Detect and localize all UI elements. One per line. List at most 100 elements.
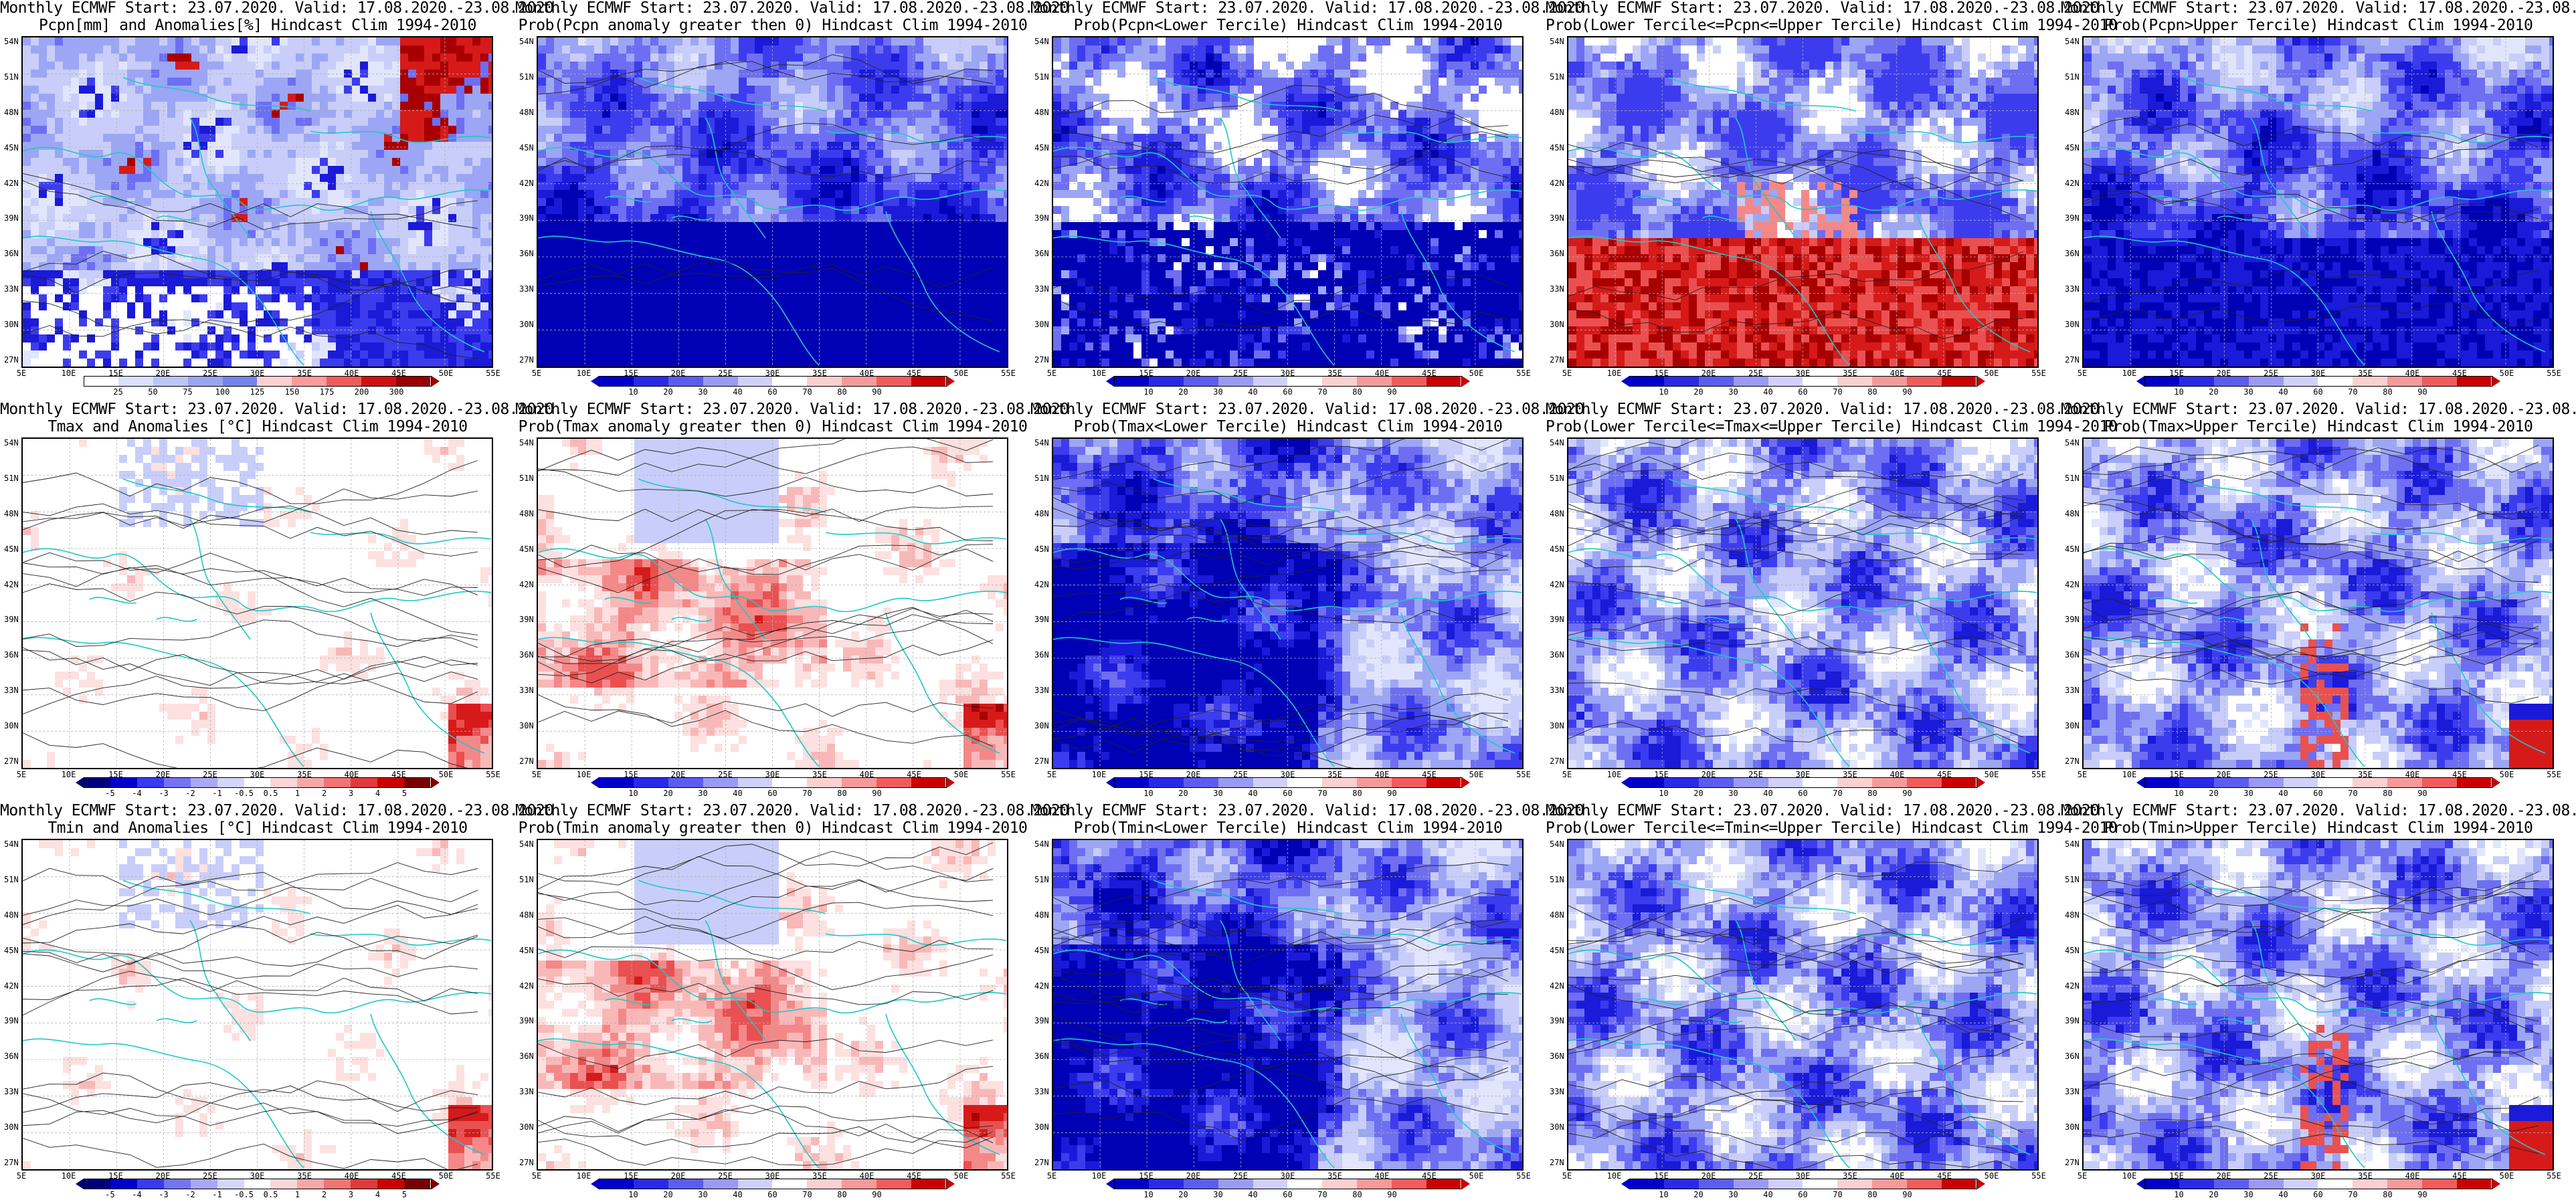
lat-tick-label: 39N: [1034, 213, 1049, 223]
colorbar-arrow-right: [431, 1179, 440, 1189]
colorbar-tick-label: 175: [320, 387, 335, 397]
lat-tick-label: 51N: [1550, 875, 1564, 884]
colorbar-tick-label: -3: [159, 1190, 168, 1199]
lat-tick-label: 33N: [4, 686, 19, 695]
colorbar-swatch: [84, 1179, 111, 1189]
colorbar-arrow-right: [1976, 376, 1985, 387]
lat-tick-label: 54N: [1034, 438, 1049, 447]
colorbar-tick-label: 40: [1248, 789, 1257, 798]
lon-tick-label: 55E: [2031, 1171, 2046, 1181]
panel-title-line1: Monthly ECMWF Start: 23.07.2020. Valid: …: [1030, 0, 1593, 17]
colorbar-swatch: [244, 778, 271, 787]
colorbar-tick-label: 40: [1763, 387, 1772, 397]
colorbar-swatch: [110, 1179, 138, 1189]
lat-tick-label: 27N: [4, 355, 19, 365]
colorbar-arrow-left: [1105, 777, 1114, 788]
colorbar-tick-label: 40: [2278, 1190, 2288, 1199]
colorbar-tick-label: 60: [1283, 1190, 1292, 1199]
colorbar-tick-label: 90: [1387, 387, 1396, 397]
colorbar-swatch: [217, 1179, 244, 1189]
panel-title-line1: Monthly ECMWF Start: 23.07.2020. Valid: …: [1546, 401, 2108, 418]
lon-tick-label: 25E: [1748, 1171, 1763, 1181]
lon-tick-label: 15E: [624, 770, 638, 779]
colorbar-swatch: [911, 377, 946, 386]
colorbar-tick-label: 30: [1213, 789, 1222, 798]
colorbar-swatch: [876, 778, 911, 787]
colorbar-tick-label: 70: [1317, 387, 1327, 397]
lon-tick-label: 10E: [1607, 1171, 1622, 1181]
colorbar-swatch: [1768, 778, 1803, 787]
colorbar-tick-label: 90: [872, 1190, 881, 1199]
colorbar-swatch: [2318, 377, 2353, 386]
colorbar-swatch: [297, 1179, 325, 1189]
lon-tick-label: 5E: [1047, 1171, 1056, 1181]
lon-tick-label: 25E: [203, 770, 217, 779]
lat-tick-label: 27N: [1550, 1158, 1564, 1167]
colorbar-arrow-right: [946, 376, 955, 387]
colorbar-swatch: [876, 1179, 911, 1189]
colorbar-swatch: [2179, 377, 2215, 386]
colorbar-tick-label: 80: [837, 1190, 846, 1199]
colorbar-swatch: [395, 377, 431, 386]
lat-tick-label: 30N: [1034, 320, 1049, 329]
colorbar-swatch: [361, 377, 396, 386]
map-panel-pcpn-prob-lower: Monthly ECMWF Start: 23.07.2020. Valid: …: [1030, 0, 1593, 401]
colorbar-swatch: [2283, 377, 2318, 386]
panel-title-line1: Monthly ECMWF Start: 23.07.2020. Valid: …: [1030, 401, 1593, 418]
lat-tick-label: 54N: [1034, 839, 1049, 849]
colorbar-tick-label: 30: [698, 1190, 707, 1199]
lat-tick-label: 48N: [2065, 108, 2080, 117]
colorbar-swatch: [1664, 377, 1699, 386]
lon-tick-label: 50E: [1985, 369, 1999, 378]
map-panel-tmin-prob-pos: Monthly ECMWF Start: 23.07.2020. Valid: …: [515, 803, 1078, 1204]
lon-tick-label: 35E: [1327, 770, 1342, 779]
colorbar-swatch: [1114, 778, 1149, 787]
lon-tick-label: 40E: [860, 770, 875, 779]
map-plot-area: [1052, 437, 1524, 769]
colorbar-tick-label: 75: [183, 387, 192, 397]
colorbar-tick-label: 90: [1387, 1190, 1396, 1199]
lat-tick-label: 33N: [1034, 1087, 1049, 1096]
panel-title-line2: Pcpn[mm] and Anomalies[%] Hindcast Clim …: [0, 17, 515, 34]
colorbar: [590, 376, 955, 387]
lon-tick-label: 25E: [1748, 770, 1763, 779]
colorbar-swatch: [2353, 778, 2388, 787]
colorbar-arrow-left: [75, 1179, 84, 1189]
lon-tick-label: 55E: [486, 369, 500, 378]
colorbar-tick-label: 90: [1902, 789, 1912, 798]
lat-tick-label: 30N: [1550, 1122, 1564, 1132]
colorbar: [2136, 376, 2500, 387]
panel-title-line1: Monthly ECMWF Start: 23.07.2020. Valid: …: [0, 803, 563, 819]
lat-tick-label: 39N: [4, 1016, 19, 1025]
colorbar-swatch: [2248, 778, 2284, 787]
lon-tick-label: 15E: [108, 369, 123, 378]
panel-title-line1: Monthly ECMWF Start: 23.07.2020. Valid: …: [2061, 401, 2576, 418]
lon-tick-label: 40E: [1375, 1171, 1390, 1181]
colorbar-swatch: [1114, 377, 1149, 386]
colorbar-tick-label: 4: [375, 1190, 380, 1199]
lat-tick-label: 39N: [1034, 1016, 1049, 1025]
colorbar-swatch: [1803, 778, 1838, 787]
lon-tick-label: 10E: [1092, 770, 1107, 779]
colorbar-swatch: [244, 1179, 271, 1189]
colorbar-tick-label: 90: [872, 789, 881, 798]
lon-tick-label: 45E: [391, 770, 406, 779]
lat-tick-label: 27N: [4, 757, 19, 766]
colorbar-swatch: [1768, 377, 1803, 386]
panel-title-line1: Monthly ECMWF Start: 23.07.2020. Valid: …: [2061, 0, 2576, 17]
colorbar-swatch: [1664, 778, 1699, 787]
panel-title-line2: Prob(Pcpn<Lower Tercile) Hindcast Clim 1…: [1030, 17, 1546, 34]
colorbar-tick-label: 60: [1283, 387, 1292, 397]
lon-tick-label: 30E: [2311, 1171, 2326, 1181]
colorbar-swatch: [1872, 1179, 1907, 1189]
lon-tick-label: 35E: [1843, 1171, 1857, 1181]
panel-title-line1: Monthly ECMWF Start: 23.07.2020. Valid: …: [1546, 803, 2108, 819]
colorbar-swatch: [350, 1179, 377, 1189]
colorbar-swatch: [1699, 377, 1734, 386]
map-plot-area: [537, 839, 1008, 1171]
lon-tick-label: 25E: [203, 369, 217, 378]
colorbar: [2136, 777, 2500, 788]
lon-tick-label: 35E: [812, 770, 827, 779]
lat-tick-label: 45N: [1034, 544, 1049, 554]
